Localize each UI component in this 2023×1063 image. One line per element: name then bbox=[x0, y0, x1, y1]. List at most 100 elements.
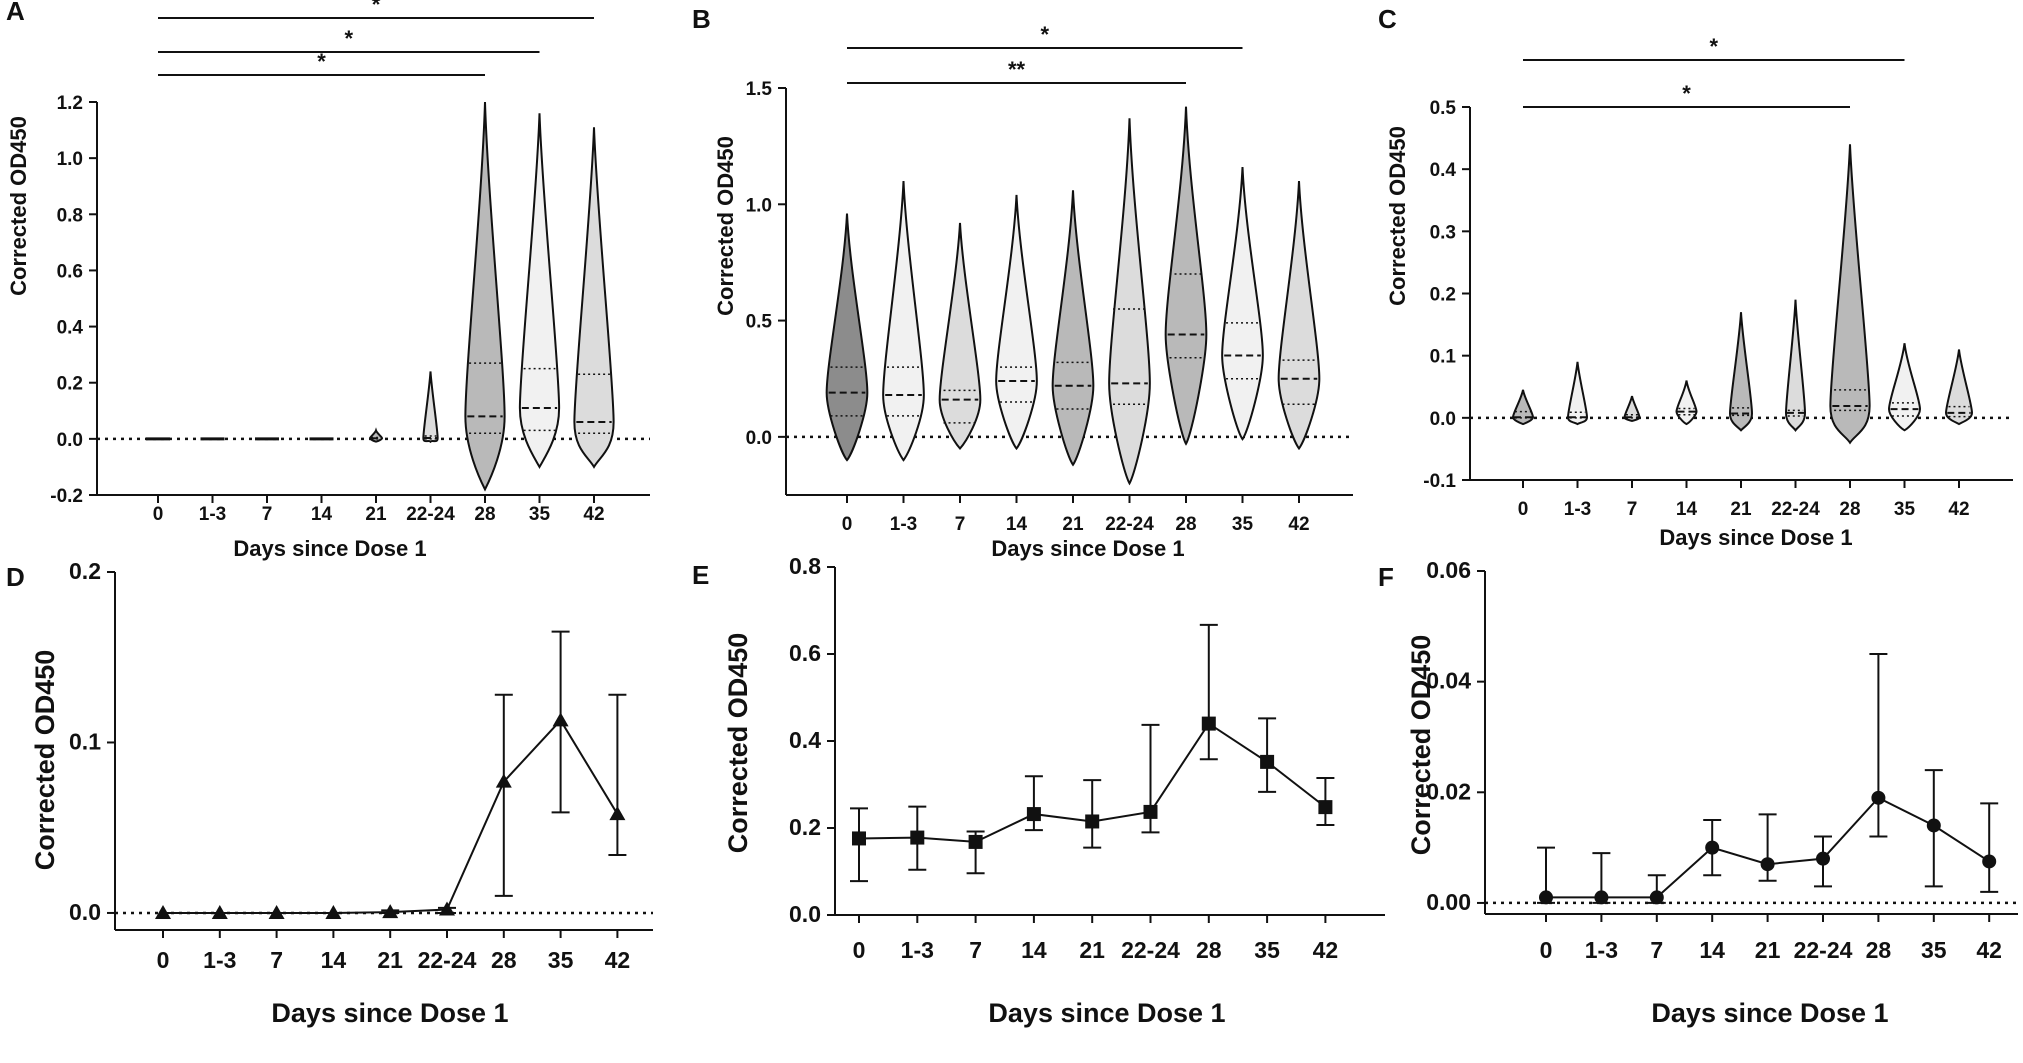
y-tick-label: 0.02 bbox=[1426, 778, 1471, 804]
violin-shape bbox=[995, 194, 1038, 451]
violin-shape bbox=[1829, 144, 1871, 445]
y-tick-label: 0.0 bbox=[746, 428, 772, 449]
data-point-circle bbox=[1926, 818, 1941, 833]
data-point-triangle bbox=[155, 904, 171, 919]
panel-b-violin-chart: 0.0 0.5 1.0 1.5 0 1-3 7 14 21 22-24 28 35 42 Days sin… bbox=[692, 4, 1353, 561]
x-tick-label: 7 bbox=[270, 947, 283, 973]
y-tick-label: 1.0 bbox=[57, 149, 83, 170]
x-tick-label: 42 bbox=[1976, 937, 2002, 963]
data-point-square bbox=[968, 834, 983, 849]
y-tick-label: 0.4 bbox=[789, 727, 821, 753]
panel-a-violin-chart: -0.2 0.0 0.2 0.4 0.6 0.8 1.0 1.2 0 1-3 7 14 21 22-24 2… bbox=[6, 0, 650, 561]
y-tick-label: 0.0 bbox=[57, 430, 83, 451]
x-tick-label: 35 bbox=[1254, 937, 1280, 963]
y-tick-label: 0.6 bbox=[789, 640, 821, 666]
y-tick-label: 0.1 bbox=[69, 728, 101, 754]
y-tick-label: 0.2 bbox=[789, 814, 821, 840]
x-tick-label: 35 bbox=[1921, 937, 1947, 963]
x-tick-label: 21 bbox=[377, 947, 403, 973]
data-point-square bbox=[1318, 800, 1333, 815]
x-tick-label: 1-3 bbox=[1564, 499, 1591, 520]
data-point-circle bbox=[1705, 840, 1720, 855]
violin-shape bbox=[464, 101, 506, 492]
data-point-circle bbox=[1594, 890, 1609, 905]
y-tick-label: 0.5 bbox=[746, 312, 773, 333]
x-tick-label: 22-24 bbox=[1121, 937, 1180, 963]
y-tick-label: 0.04 bbox=[1426, 668, 1471, 694]
x-tick-label: 0 bbox=[853, 937, 866, 963]
data-point-triangle bbox=[382, 904, 399, 919]
violin-shape bbox=[573, 127, 615, 469]
data-point-circle bbox=[1760, 857, 1775, 872]
y-tick-label: 0.00 bbox=[1426, 889, 1471, 915]
data-point-square bbox=[1143, 804, 1158, 819]
x-tick-label: 1-3 bbox=[890, 514, 917, 535]
y-tick-label: 0.2 bbox=[69, 558, 101, 584]
y-tick-label: 0.2 bbox=[57, 374, 83, 395]
x-tick-label: 7 bbox=[1627, 499, 1638, 520]
significance-label: * bbox=[1040, 22, 1049, 47]
x-axis-title: Days since Dose 1 bbox=[1659, 525, 1852, 550]
violin-shape bbox=[1051, 190, 1095, 467]
x-tick-label: 0 bbox=[842, 514, 853, 535]
panel-letter: E bbox=[692, 560, 709, 590]
y-tick-label: 0.0 bbox=[789, 901, 821, 927]
x-tick-label: 14 bbox=[1676, 499, 1698, 520]
data-point-triangle bbox=[325, 904, 342, 919]
violin-shape bbox=[1277, 180, 1321, 451]
data-point-triangle bbox=[495, 773, 512, 788]
y-tick-label: -0.2 bbox=[50, 486, 83, 507]
x-tick-label: 35 bbox=[548, 947, 574, 973]
panel-letter: F bbox=[1378, 562, 1394, 592]
panel-d-line-chart: 0.0 0.1 0.2 0 1-3 7 14 21 22-24 28 35 42 Days since … bbox=[6, 558, 653, 1028]
y-tick-label: 0.6 bbox=[57, 261, 83, 282]
data-point-circle bbox=[1871, 790, 1886, 805]
panel-letter: C bbox=[1378, 4, 1397, 34]
x-axis-title: Days since Dose 1 bbox=[1651, 998, 1888, 1028]
y-axis-title: Corrected OD450 bbox=[723, 633, 753, 854]
violin-shape bbox=[1566, 361, 1589, 426]
x-tick-label: 22-24 bbox=[1771, 499, 1820, 520]
violin-shape bbox=[1887, 343, 1922, 432]
x-tick-label: 28 bbox=[474, 504, 495, 525]
y-tick-label: -0.1 bbox=[1423, 471, 1456, 492]
x-axis-title: Days since Dose 1 bbox=[991, 536, 1184, 561]
x-tick-label: 28 bbox=[1175, 514, 1196, 535]
data-point-square bbox=[852, 831, 866, 846]
x-tick-label: 7 bbox=[969, 937, 982, 963]
x-tick-label: 0 bbox=[1518, 499, 1529, 520]
violin-shape bbox=[518, 113, 561, 469]
x-tick-label: 22-24 bbox=[406, 504, 455, 525]
y-axis-title: Corrected OD450 bbox=[6, 116, 31, 296]
y-axis-title: Corrected OD450 bbox=[1385, 126, 1410, 306]
violin-shape bbox=[1944, 349, 1974, 426]
panel-letter: B bbox=[692, 4, 711, 34]
x-tick-label: 42 bbox=[583, 504, 604, 525]
x-tick-label: 42 bbox=[605, 947, 631, 973]
y-tick-label: 0.3 bbox=[1430, 222, 1456, 243]
x-tick-label: 14 bbox=[311, 504, 333, 525]
y-tick-label: 1.2 bbox=[57, 93, 83, 114]
y-axis-title: Corrected OD450 bbox=[30, 650, 60, 871]
x-tick-label: 14 bbox=[1699, 937, 1725, 963]
violin-shape bbox=[1623, 395, 1641, 422]
data-point-circle bbox=[1649, 890, 1664, 905]
y-tick-label: 0.8 bbox=[789, 553, 821, 579]
series-line bbox=[163, 718, 619, 914]
x-tick-label: 7 bbox=[955, 514, 966, 535]
x-tick-label: 28 bbox=[1866, 937, 1892, 963]
x-tick-label: 1-3 bbox=[901, 937, 934, 963]
y-axis-title: Corrected OD450 bbox=[1406, 635, 1436, 856]
y-tick-label: 1.5 bbox=[746, 79, 773, 100]
data-point-square bbox=[1260, 754, 1275, 769]
data-point-square bbox=[1026, 807, 1041, 822]
y-tick-label: 0.1 bbox=[1430, 347, 1457, 368]
violin-shape bbox=[1728, 312, 1754, 432]
violin-shape bbox=[1221, 167, 1264, 441]
x-tick-label: 35 bbox=[1894, 499, 1916, 520]
panel-letter: A bbox=[6, 0, 25, 26]
x-tick-label: 21 bbox=[1755, 937, 1781, 963]
x-axis-title: Days since Dose 1 bbox=[988, 998, 1225, 1028]
panel-f-line-chart: 0.00 0.02 0.04 0.06 0 1-3 7 14 21 22-24 28 35 42 Days… bbox=[1378, 557, 2018, 1028]
data-point-triangle bbox=[268, 904, 285, 919]
